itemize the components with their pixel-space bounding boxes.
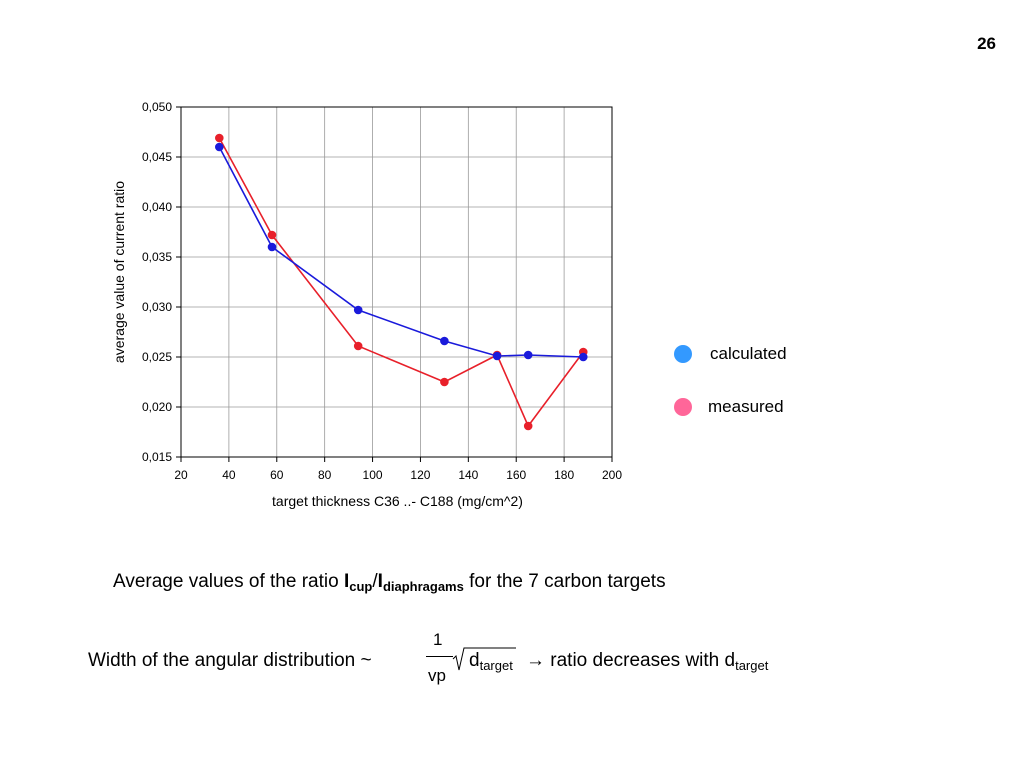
y-tick-label: 0,050 (142, 100, 172, 114)
formula-numerator: 1 (433, 630, 443, 649)
formula-denominator: vp (428, 666, 446, 685)
x-tick-label: 60 (270, 468, 284, 482)
data-point-measured (215, 133, 224, 143)
legend-label-measured: measured (708, 397, 784, 416)
y-tick-label: 0,035 (142, 250, 172, 264)
y-tick-label: 0,015 (142, 450, 172, 464)
x-tick-label: 160 (506, 468, 526, 482)
data-point-calculated (523, 350, 533, 360)
data-point-calculated (492, 351, 502, 361)
data-point-calculated (267, 242, 277, 252)
x-tick-label: 200 (602, 468, 622, 482)
formula-radicand: dtarget (469, 650, 513, 673)
x-tick-label: 180 (554, 468, 574, 482)
caption: Average values of the ratio Icup/Idiaphr… (113, 571, 666, 594)
x-tick-label: 80 (318, 468, 332, 482)
data-point-calculated (215, 142, 224, 152)
y-axis-label: average value of current ratio (111, 181, 127, 363)
data-point-calculated (578, 352, 588, 362)
measured-marker-icon (674, 398, 692, 416)
caption-i1: I (343, 571, 350, 592)
caption-suffix: for the 7 carbon targets (463, 571, 666, 592)
y-tick-label: 0,045 (142, 150, 172, 164)
data-point-calculated (353, 305, 363, 315)
y-tick-label: 0,025 (142, 350, 172, 364)
caption-sub-diaphragams: diaphragams (382, 579, 464, 594)
data-point-calculated (440, 336, 449, 346)
calculated-marker-icon (674, 345, 692, 363)
series-line-calculated (218, 146, 584, 358)
x-tick-label: 100 (363, 468, 383, 482)
x-tick-label: 120 (410, 468, 430, 482)
formula-prefix: Width of the angular distribution ~ (88, 650, 372, 671)
y-tick-label: 0,020 (142, 400, 172, 414)
data-point-measured (353, 341, 363, 351)
x-tick-label: 20 (174, 468, 188, 482)
x-tick-label: 40 (222, 468, 236, 482)
data-point-measured (523, 421, 533, 431)
series-line-measured (218, 137, 584, 428)
data-point-measured (267, 230, 277, 240)
y-tick-label: 0,040 (142, 200, 172, 214)
page-number: 26 (977, 34, 996, 53)
x-axis-label: target thickness C36 ..- C188 (mg/cm^2) (272, 493, 523, 509)
formula-conclusion: → ratio decreases with dtarget (526, 650, 769, 673)
caption-i2: I (377, 571, 383, 592)
fraction-bar (426, 656, 453, 657)
y-tick-label: 0,030 (142, 300, 172, 314)
caption-sub-cup: cup (349, 579, 373, 594)
square-root-icon (452, 647, 516, 671)
x-tick-label: 140 (458, 468, 478, 482)
data-point-measured (440, 377, 449, 387)
caption-prefix: Average values of the ratio (113, 571, 344, 592)
plot-frame (180, 106, 613, 458)
legend-label-calculated: calculated (710, 344, 787, 363)
caption-slash: / (372, 571, 378, 592)
